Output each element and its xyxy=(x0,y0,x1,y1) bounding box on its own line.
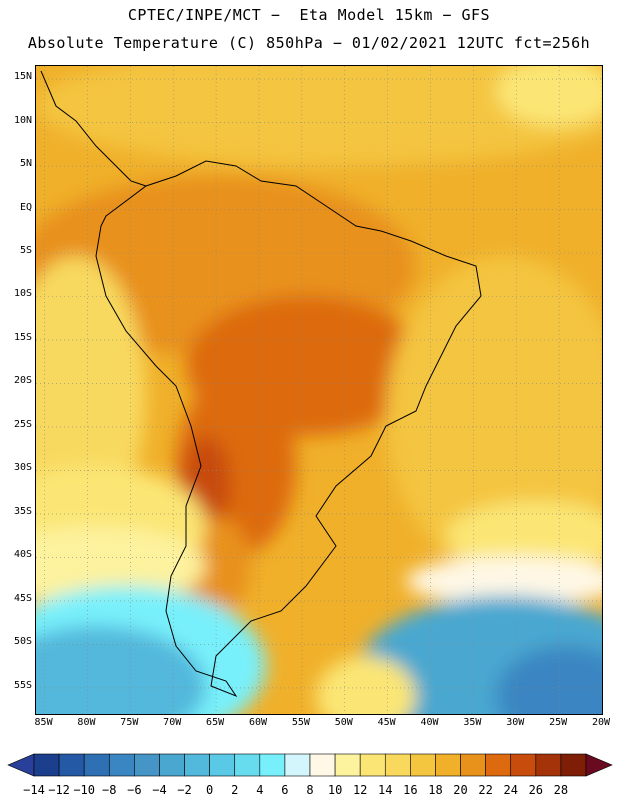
colorbar-swatch xyxy=(460,753,486,777)
lat-tick-label: 40S xyxy=(13,549,32,561)
colorbar-swatch xyxy=(535,753,562,777)
central-america xyxy=(40,70,147,187)
colorbar-swatch xyxy=(33,753,60,777)
colorbar-tick-label: −4 xyxy=(152,783,167,797)
colorbar-swatch xyxy=(359,753,386,777)
lon-tick-label: 40W xyxy=(420,717,439,728)
lon-tick-label: 75W xyxy=(120,717,139,728)
colorbar-swatch xyxy=(134,753,160,777)
colorbar-tick-label: 12 xyxy=(352,783,368,797)
lat-tick-label: 30S xyxy=(13,462,32,474)
map-canvas xyxy=(36,66,602,714)
colorbar-tick-label: 22 xyxy=(478,783,493,797)
colorbar-swatch xyxy=(510,753,537,777)
lat-tick-label: EQ xyxy=(19,201,32,213)
lon-tick-label: 35W xyxy=(463,717,482,728)
lon-tick-label: 30W xyxy=(506,717,525,728)
colorbar-tick-label: 28 xyxy=(553,783,569,797)
colorbar-tick-label: 0 xyxy=(206,783,214,797)
colorbar-swatch xyxy=(384,753,411,777)
colorbar-tick-label: 4 xyxy=(256,783,264,797)
lon-tick-label: 45W xyxy=(377,717,396,728)
colorbar-swatch xyxy=(58,753,85,777)
lat-tick-label: 50S xyxy=(13,636,32,648)
colorbar-tick-label: 2 xyxy=(231,783,239,797)
colorbar-over-arrow xyxy=(585,753,613,777)
chart-subtitle: Absolute Temperature (C) 850hPa − 01/02/… xyxy=(27,34,591,52)
lon-tick-label: 85W xyxy=(34,717,53,728)
lon-tick-label: 25W xyxy=(549,717,568,728)
colorbar-swatch xyxy=(485,753,512,777)
lat-tick-label: 5N xyxy=(19,158,32,170)
colorbar-swatch xyxy=(560,753,587,777)
colorbar-tick-label: 6 xyxy=(281,783,289,797)
colorbar-tick-label: 8 xyxy=(306,783,314,797)
chart-title: CPTEC/INPE/MCT − Eta Model 15km − GFS xyxy=(127,6,491,24)
lat-tick-label: 25S xyxy=(13,418,32,430)
lat-tick-label: 10S xyxy=(13,288,32,300)
colorbar-swatch xyxy=(410,753,436,777)
colorbar-tick-label: −10 xyxy=(73,783,96,797)
colorbar-tick-label: 26 xyxy=(528,783,544,797)
colorbar-swatch xyxy=(234,753,261,777)
colorbar-tick-label: −8 xyxy=(102,783,117,797)
lon-tick-label: 60W xyxy=(248,717,267,728)
lat-tick-label: 15N xyxy=(13,71,32,83)
lat-tick-label: 45S xyxy=(13,592,32,604)
lon-tick-label: 55W xyxy=(291,717,310,728)
colorbar-tick-label: 14 xyxy=(378,783,393,797)
colorbar-swatch xyxy=(334,753,361,777)
lat-tick-label: 20S xyxy=(13,375,32,387)
colorbar-tick-label: 10 xyxy=(327,783,343,797)
colorbar-swatch xyxy=(108,753,135,777)
lat-tick-label: 5S xyxy=(19,245,32,256)
graticule xyxy=(36,66,602,714)
colorbar-tick-label: 16 xyxy=(403,783,418,797)
colorbar-tick-label: −12 xyxy=(48,783,70,797)
colorbar xyxy=(7,753,613,777)
colorbar-tick-label: 24 xyxy=(503,783,518,797)
lon-tick-label: 80W xyxy=(77,717,96,728)
colorbar-tick-label: −14 xyxy=(23,783,45,797)
lon-tick-label: 65W xyxy=(206,717,225,728)
colorbar-tick-label: −2 xyxy=(177,783,192,797)
colorbar-tick-label: 18 xyxy=(428,783,443,797)
colorbar-swatch xyxy=(309,753,336,777)
colorbar-tick-label: 20 xyxy=(453,783,468,797)
lat-tick-label: 55S xyxy=(13,679,32,691)
lat-tick-label: 15S xyxy=(13,331,32,343)
colorbar-swatch xyxy=(259,753,286,777)
temperature-map xyxy=(35,65,603,715)
colorbar-swatch xyxy=(159,753,185,777)
colorbar-swatch xyxy=(435,753,461,777)
coastline xyxy=(95,160,482,698)
lat-tick-label: 10N xyxy=(13,114,32,126)
lon-tick-label: 70W xyxy=(163,717,182,728)
colorbar-swatch xyxy=(284,753,311,777)
colorbar-swatch xyxy=(184,753,210,777)
lon-tick-label: 20W xyxy=(591,717,611,728)
lat-tick-label: 35S xyxy=(13,505,32,517)
colorbar-under-arrow xyxy=(7,753,35,777)
colorbar-swatch xyxy=(83,753,110,777)
colorbar-tick-label: −6 xyxy=(127,783,142,797)
colorbar-swatch xyxy=(209,753,236,777)
lon-tick-label: 50W xyxy=(334,717,353,728)
